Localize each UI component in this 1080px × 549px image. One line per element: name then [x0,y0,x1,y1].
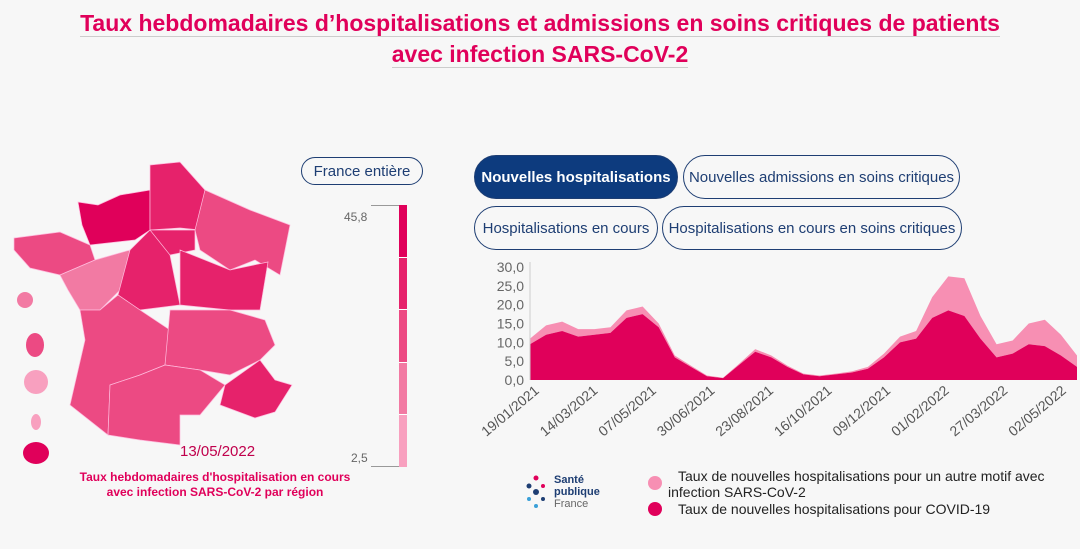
area-chart: 0,0 5,0 10,0 15,0 20,0 25,0 30,0 19/01/202114/0… [478,259,1077,439]
x-tick-label: 09/12/2021 [829,382,893,439]
legend-item-covid[interactable]: Taux de nouvelles hospitalisations pour … [648,500,1078,520]
y-tick-label: 5,0 [505,353,525,369]
region-mayotte[interactable] [31,414,41,430]
region-occitanie[interactable] [107,364,226,446]
france-entiere-button[interactable]: France entière [301,157,423,185]
legend: Taux de nouvelles hospitalisations pour … [648,468,1078,520]
scale-step [399,205,407,258]
page-title: Taux hebdomadaires d’hospitalisations et… [80,10,1000,68]
region-normandie[interactable] [77,189,151,246]
series-area-covid [530,310,1077,380]
scale-step [399,415,407,467]
tab-nouvelles-hospitalisations[interactable]: Nouvelles hospitalisations [474,155,678,199]
sante-publique-france-logo: Santé publique France [524,472,604,512]
tab-hospitalisations-en-cours[interactable]: Hospitalisations en cours [474,206,658,250]
scale-line [371,205,399,206]
x-tick-label: 16/10/2021 [771,382,835,439]
scale-max: 45,8 [344,210,368,224]
y-tick-label: 25,0 [497,278,524,294]
x-tick-label: 14/03/2021 [537,382,601,439]
x-tick-label: 30/06/2021 [654,382,718,439]
map-date: 13/05/2022 [180,443,256,460]
scale-step [399,310,407,363]
tab-hospitalisations-soins-critiques[interactable]: Hospitalisations en cours en soins criti… [662,206,962,250]
region-grand-est[interactable] [194,189,291,276]
scale-step [399,362,407,416]
logo-dots-icon [526,475,545,508]
x-tick-label: 07/05/2021 [595,382,659,439]
france-map [13,161,293,464]
region-guadeloupe[interactable] [17,292,33,308]
x-tick-label: 19/01/2021 [478,382,542,439]
legend-swatch [648,476,662,490]
region-pays-de-la-loire[interactable] [59,249,131,311]
region-martinique[interactable] [26,333,44,357]
x-tick-label: 23/08/2021 [712,382,776,439]
region-paca[interactable] [219,359,293,419]
scale-line [371,466,399,467]
x-tick-label: 01/02/2022 [888,382,952,439]
scale-min: 2,5 [351,451,368,465]
x-tick-label: 27/03/2022 [946,382,1010,439]
y-tick-label: 15,0 [497,316,524,332]
region-hauts-de-france[interactable] [149,161,206,231]
scale-step [399,257,407,311]
series-area-other [530,276,1077,379]
tab-nouvelles-admissions-soins-critiques[interactable]: Nouvelles admissions en soins critiques [683,155,960,199]
region-guyane[interactable] [24,370,48,394]
y-tick-label: 30,0 [497,259,524,275]
region-la-reunion[interactable] [23,442,49,464]
x-tick-label: 02/05/2022 [1005,382,1069,439]
y-tick-label: 20,0 [497,297,524,313]
y-tick-label: 10,0 [497,334,524,350]
map-caption: Taux hebdomadaires d'hospitalisation en … [79,470,351,499]
legend-item-other[interactable]: Taux de nouvelles hospitalisations pour … [648,468,1078,500]
legend-swatch [648,502,662,516]
region-bourgogne[interactable] [179,249,269,311]
color-scale [399,205,407,467]
y-tick-label: 0,0 [505,372,525,388]
